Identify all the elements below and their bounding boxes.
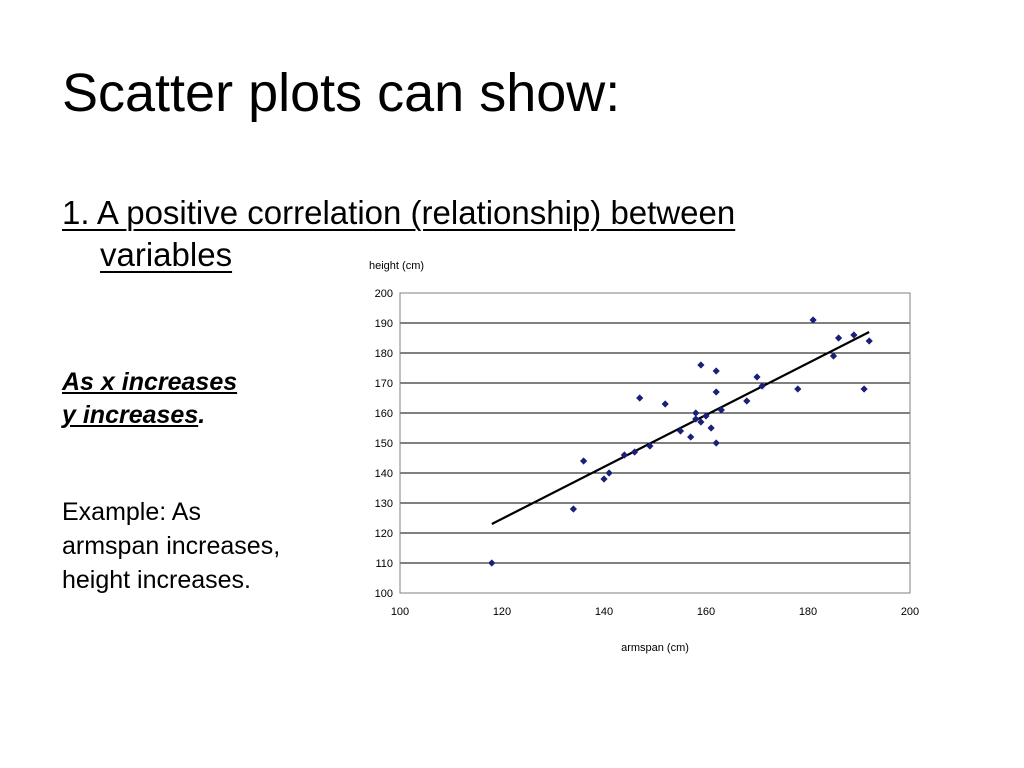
x-tick-label-100: 100 [391, 606, 409, 618]
grid-lines [400, 292, 910, 564]
data-point-17 [707, 424, 715, 432]
example-line-3: height increases. [62, 565, 252, 594]
data-point-30 [860, 385, 868, 393]
data-point-22 [743, 397, 751, 405]
y-tick-label-110: 110 [375, 558, 393, 570]
point-one: 1. A positive correlation (relationship)… [62, 192, 962, 276]
y-axis-label: height (cm) [369, 260, 424, 272]
data-point-13 [692, 415, 700, 423]
y-tick-label-190: 190 [375, 318, 393, 330]
point-one-line-1: 1. A positive correlation (relationship)… [62, 194, 736, 231]
x-axis-label: armspan (cm) [621, 642, 689, 654]
data-point-5 [620, 451, 628, 459]
emphasis-line-2: y increases. [62, 399, 237, 432]
data-point-26 [809, 316, 817, 324]
data-point-8 [646, 442, 654, 450]
x-tick-label-140: 140 [595, 606, 613, 618]
data-points [488, 316, 873, 567]
example-line-2: armspan increases, [62, 531, 281, 560]
data-point-15 [697, 418, 705, 426]
data-point-19 [712, 388, 720, 396]
scatter-chart: 100 110 120 130 140 150 160 170 180 190 200 100 120… [369, 260, 919, 654]
slide-title: Scatter plots can show: [62, 63, 621, 123]
x-tick-label-180: 180 [799, 606, 817, 618]
x-tick-label-120: 120 [493, 606, 511, 618]
data-point-28 [835, 334, 843, 342]
y-tick-label-140: 140 [375, 468, 393, 480]
example-line-1: Example: As [62, 498, 201, 526]
y-tick-label-130: 130 [375, 498, 393, 510]
data-point-0 [488, 559, 496, 567]
data-point-20 [712, 367, 720, 375]
data-point-23 [753, 373, 761, 381]
data-point-25 [794, 385, 802, 393]
data-point-27 [829, 352, 838, 360]
y-tick-label-150: 150 [375, 438, 393, 450]
data-point-12 [692, 409, 700, 417]
data-point-16 [702, 412, 710, 420]
data-point-3 [600, 475, 608, 483]
y-tick-label-120: 120 [375, 528, 393, 540]
point-one-line-2: variables [100, 235, 233, 273]
data-point-1 [569, 505, 577, 513]
x-tick-label-160: 160 [697, 606, 715, 618]
data-point-18 [712, 439, 720, 447]
data-point-6 [631, 448, 639, 456]
data-point-7 [636, 394, 644, 402]
y-tick-label-170: 170 [375, 378, 393, 390]
emphasis-line-2-tail: . [198, 401, 206, 430]
data-point-21 [717, 406, 725, 414]
example-text: Example: As armspan increases, height in… [62, 496, 280, 597]
data-point-24 [758, 382, 766, 390]
data-point-31 [865, 337, 873, 345]
data-point-10 [676, 427, 685, 435]
y-tick-label-180: 180 [375, 348, 393, 360]
data-point-9 [661, 400, 669, 408]
y-tick-label-200: 200 [375, 288, 393, 300]
data-point-29 [850, 331, 858, 339]
data-point-2 [580, 457, 588, 465]
data-point-4 [605, 469, 613, 477]
plot-frame [399, 292, 911, 594]
emphasis-line-1: As x increases [62, 368, 238, 396]
x-tick-label-200: 200 [901, 606, 919, 618]
y-tick-label-100: 100 [375, 588, 393, 600]
data-point-11 [687, 433, 695, 441]
y-tick-label-160: 160 [375, 408, 393, 420]
data-point-14 [697, 361, 705, 369]
emphasis-statement: As x increases y increases. [62, 366, 237, 433]
emphasis-line-2-underlined: y increases [62, 401, 199, 430]
x-tick-labels: 100 120 140 160 180 200 [391, 606, 919, 618]
y-tick-labels: 100 110 120 130 140 150 160 170 180 190 200 [375, 288, 393, 600]
